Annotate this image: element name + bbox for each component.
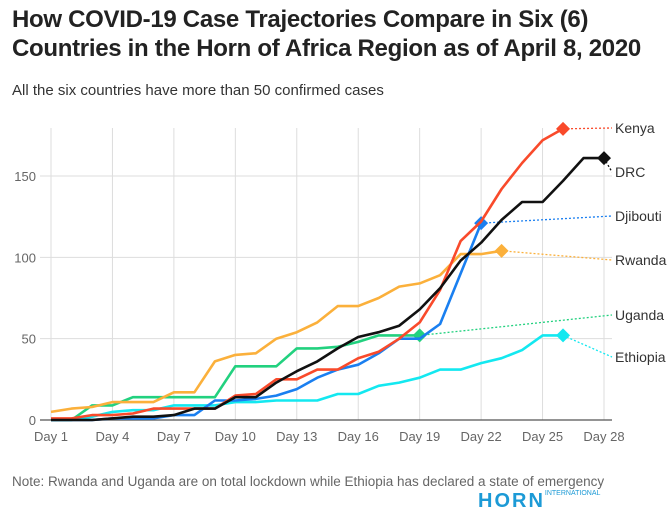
end-marker-ethiopia [556,328,571,343]
label-connector-djibouti [481,215,613,224]
x-tick-label: Day 28 [583,429,624,444]
y-tick-label: 0 [29,413,36,428]
label-connector-drc [603,157,613,173]
line-chart: 0 50 100 150 Day 1 Day 4 Day 7 Day 10 Day 13 Day … [14,120,667,444]
y-tick-label: 100 [14,250,36,265]
end-marker-drc [597,151,611,166]
end-marker-kenya [556,121,571,136]
label-connector-kenya [563,127,613,130]
x-tick-label: Day 13 [276,429,317,444]
x-tick-label: Day 25 [522,429,563,444]
y-tick-label: 50 [22,332,36,347]
series-label-ethiopia: Ethiopia [615,349,666,365]
series-label-uganda: Uganda [615,307,664,323]
series-label-drc: DRC [615,164,645,180]
series-line-rwanda [50,249,502,414]
x-tick-label: Day 4 [95,429,129,444]
chart-subtitle: All the six countries have more than 50 … [12,82,384,99]
series-line-drc [51,156,604,422]
label-connector-ethiopia [562,334,613,358]
x-tick-label: Day 10 [215,429,256,444]
label-connector-rwanda [501,250,613,261]
y-tick-label: 150 [14,169,36,184]
series-line-ethiopia [51,334,563,422]
x-tick-label: Day 22 [461,429,502,444]
logo-text: HORN [478,490,545,512]
series-line-uganda [51,334,420,422]
series-label-djibouti: Djibouti [615,208,662,224]
chart-title: How COVID-19 Case Trajectories Compare i… [12,6,641,62]
x-tick-label: Day 16 [338,429,379,444]
footnote: Note: Rwanda and Uganda are on total loc… [12,474,605,489]
series-line-kenya [51,127,564,420]
label-connector-uganda [419,314,613,337]
series-label-rwanda: Rwanda [615,252,667,268]
series-label-kenya: Kenya [615,120,655,136]
x-tick-label: Day 19 [399,429,440,444]
logo: HORNINTERNATIONAL [478,490,600,513]
x-tick-label: Day 1 [34,429,68,444]
x-tick-label: Day 7 [157,429,191,444]
end-marker-rwanda [494,243,509,258]
logo-subtext: INTERNATIONAL [544,490,601,497]
